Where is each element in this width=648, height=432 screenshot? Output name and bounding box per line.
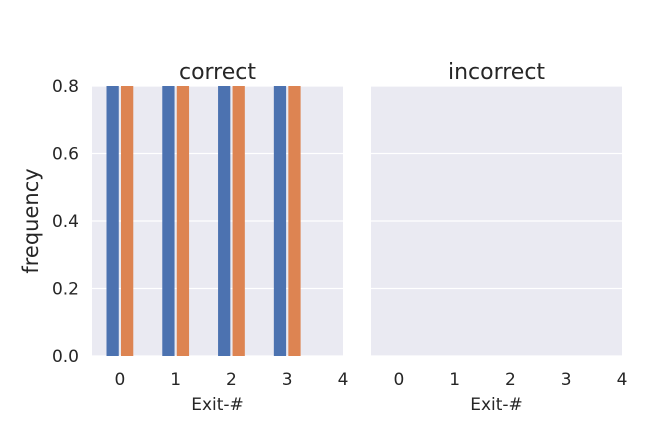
y-tick-label: 0.4 bbox=[52, 212, 79, 232]
y-axis-label: frequency bbox=[19, 168, 43, 273]
bar-series-0-exit-2 bbox=[218, 86, 231, 356]
bar-series-0-exit-3 bbox=[273, 86, 287, 356]
bar-series-1-exit-2 bbox=[232, 86, 245, 356]
panel-title-incorrect: incorrect bbox=[448, 60, 545, 85]
bar-series-0-exit-1 bbox=[162, 86, 175, 356]
panel-correct: correct Exit-# frequency 0 1 2 3 4 0.0 0.2 0.4… bbox=[19, 60, 348, 415]
bar-series-1-exit-3 bbox=[288, 86, 301, 356]
y-tick-label: 0.0 bbox=[52, 347, 79, 367]
x-tick-label: 2 bbox=[226, 370, 237, 390]
x-tick-label: 4 bbox=[617, 370, 628, 390]
bar-series-1-exit-1 bbox=[176, 86, 190, 356]
y-tick-label: 0.2 bbox=[52, 280, 79, 300]
x-tick-label: 3 bbox=[282, 370, 293, 390]
x-tick-label: 2 bbox=[505, 370, 516, 390]
x-tick-labels-correct: 0 1 2 3 4 bbox=[114, 370, 348, 390]
y-tick-label: 0.8 bbox=[52, 77, 79, 97]
bars-correct bbox=[106, 86, 301, 356]
x-tick-label: 3 bbox=[561, 370, 572, 390]
x-tick-label: 0 bbox=[114, 370, 125, 390]
bar-series-1-exit-0 bbox=[121, 86, 134, 356]
x-tick-label: 1 bbox=[449, 370, 460, 390]
gridlines-incorrect bbox=[371, 85, 622, 357]
x-tick-labels-incorrect: 0 1 2 3 4 bbox=[393, 370, 627, 390]
x-tick-label: 1 bbox=[170, 370, 181, 390]
x-tick-label: 0 bbox=[393, 370, 404, 390]
x-axis-label-correct: Exit-# bbox=[191, 395, 244, 415]
panel-incorrect: incorrect Exit-# 0 1 2 3 4 bbox=[371, 60, 627, 415]
x-axis-label-incorrect: Exit-# bbox=[470, 395, 523, 415]
gridlines-correct bbox=[92, 85, 343, 357]
y-tick-labels: 0.0 0.2 0.4 0.6 0.8 bbox=[52, 77, 79, 367]
x-tick-label: 4 bbox=[338, 370, 349, 390]
bar-series-0-exit-0 bbox=[106, 86, 119, 356]
y-tick-label: 0.6 bbox=[52, 145, 79, 165]
panel-title-correct: correct bbox=[179, 60, 256, 85]
